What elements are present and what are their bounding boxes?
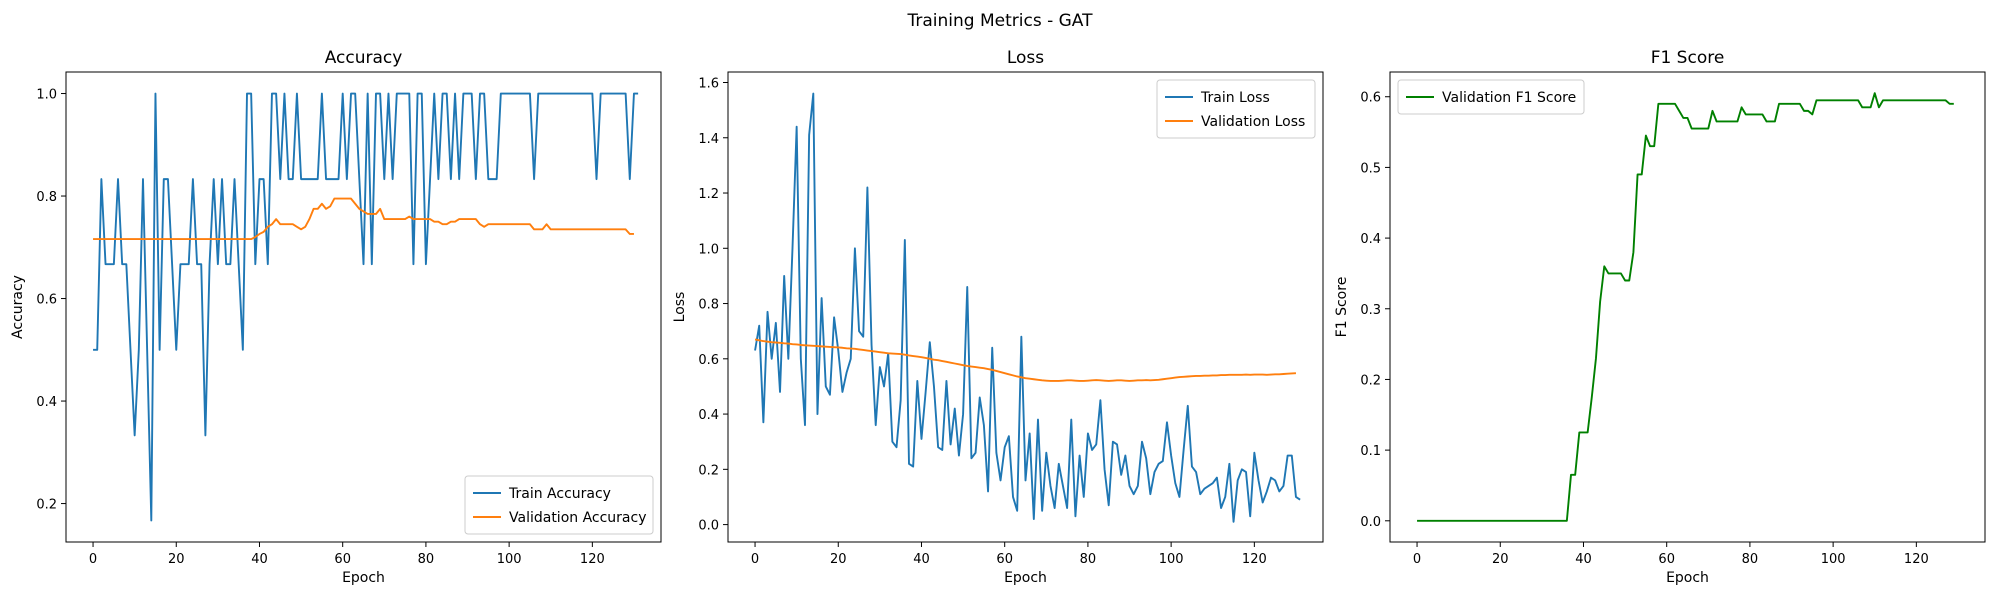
loss-y-tick-label: 0.8 [698,298,719,313]
loss-panel: Loss 0 20 40 60 80 100 120 0.0 0.2 0.4 0.6 0.8 1.0 1.2… [672,48,1324,586]
accuracy-x-tick-label: 20 [168,552,185,567]
f1-score-title: F1 Score [1651,48,1725,68]
loss-y-tick-label: 1.4 [698,132,719,147]
f1-score-panel: F1 Score 0 20 40 60 80 100 120 0.0 0.1 0.2 0.3 0.4 0.… [1334,48,1986,586]
f1-score-y-tick-label: 0.4 [1360,232,1381,247]
loss-legend: Train Loss Validation Loss [1156,79,1316,139]
accuracy-y-tick-label: 0.8 [36,190,57,205]
accuracy-series-line-1 [93,92,639,522]
f1-score-y-tick-label: 0.3 [1360,303,1381,318]
f1-score-axes-frame [1389,71,1986,543]
f1-score-x-tick-label: 120 [1904,552,1929,567]
loss-x-tick-label: 20 [830,552,847,567]
loss-x-tick-label: 100 [1159,552,1184,567]
accuracy-legend: Train Accuracy Validation Accuracy [464,475,654,535]
accuracy-y-tick-label: 1.0 [36,88,57,103]
f1-score-legend-label: Validation F1 Score [1442,90,1576,106]
loss-y-tick-label: 1.2 [698,187,719,202]
loss-y-tick-label: 1.0 [698,242,719,257]
f1-score-y-tick-label: 0.1 [1360,444,1381,459]
loss-y-tick-label: 0.0 [698,519,719,534]
f1-score-x-tick-label: 40 [1575,552,1592,567]
f1-score-legend: Validation F1 Score [1397,79,1585,115]
loss-x-tick-label: 60 [996,552,1013,567]
loss-legend-label: Validation Loss [1201,114,1305,130]
loss-x-tick-label: 80 [1080,552,1097,567]
f1-score-x-tick-label: 0 [1413,552,1421,567]
accuracy-x-tick-label: 120 [580,552,605,567]
f1-score-x-axis-label: Epoch [1666,570,1709,586]
accuracy-y-tick-label: 0.2 [36,498,57,513]
f1-score-x-tick-label: 100 [1821,552,1846,567]
accuracy-legend-label: Train Accuracy [508,486,611,502]
loss-x-tick-label: 0 [751,552,759,567]
f1-score-series-line-1 [1417,92,1954,522]
f1-score-x-tick-label: 60 [1658,552,1675,567]
accuracy-legend-box [464,475,654,535]
accuracy-x-tick-label: 0 [89,552,97,567]
loss-series-line-1 [754,92,1301,523]
f1-score-x-tick-label: 80 [1742,552,1759,567]
f1-score-x-tick-label: 20 [1492,552,1509,567]
f1-score-y-tick-label: 0.5 [1360,161,1381,176]
accuracy-series-line-2 [93,197,634,241]
accuracy-panel: Accuracy 0 20 40 60 80 100 120 0.2 0.4 0.6 0.8 1.0 Ep… [10,48,662,586]
loss-legend-box [1156,79,1316,139]
f1-score-legend-box [1397,79,1585,115]
f1-score-y-tick-label: 0.0 [1360,515,1381,530]
loss-y-tick-label: 0.2 [698,463,719,478]
loss-y-tick-label: 0.4 [698,408,719,423]
accuracy-x-axis-label: Epoch [342,570,385,586]
loss-legend-label: Train Loss [1200,90,1270,106]
loss-x-tick-label: 120 [1242,552,1267,567]
accuracy-y-axis-label: Accuracy [10,275,26,339]
accuracy-x-tick-label: 80 [418,552,435,567]
f1-score-y-tick-label: 0.2 [1360,373,1381,388]
f1-score-y-axis-label: F1 Score [1334,277,1350,338]
loss-axes-frame [727,71,1324,543]
loss-title: Loss [1007,48,1044,68]
loss-x-axis-label: Epoch [1004,570,1047,586]
loss-y-tick-label: 0.6 [698,353,719,368]
loss-y-tick-label: 1.6 [698,76,719,91]
loss-y-axis-label: Loss [672,292,688,323]
accuracy-x-tick-label: 60 [334,552,351,567]
loss-x-tick-label: 40 [913,552,930,567]
accuracy-x-tick-label: 40 [251,552,268,567]
accuracy-axes-frame [65,71,662,543]
f1-score-y-tick-label: 0.6 [1360,91,1381,106]
accuracy-x-tick-label: 100 [497,552,522,567]
accuracy-title: Accuracy [325,48,403,68]
accuracy-y-tick-label: 0.6 [36,293,57,308]
accuracy-legend-label: Validation Accuracy [509,510,647,526]
accuracy-y-tick-label: 0.4 [36,395,57,410]
figure-suptitle: Training Metrics - GAT [907,11,1094,31]
loss-series-line-2 [754,338,1297,382]
